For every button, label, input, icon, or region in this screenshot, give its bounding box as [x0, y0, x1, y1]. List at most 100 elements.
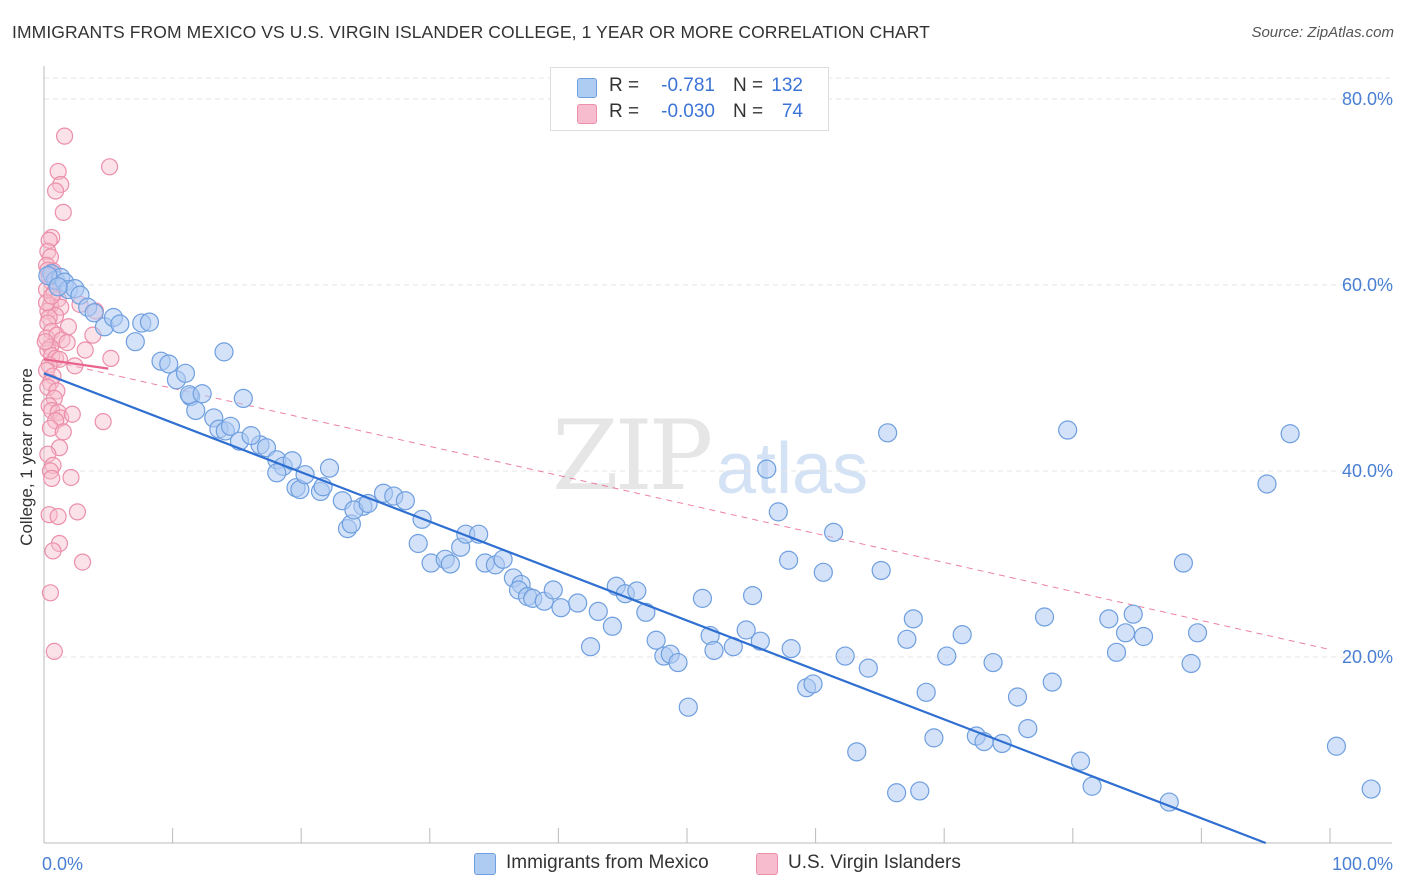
mexico-point — [551, 598, 571, 618]
mexico-point — [757, 459, 777, 479]
virgin-islander-point — [100, 158, 119, 176]
mexico-point — [1133, 626, 1154, 647]
virgin-islander-point — [43, 228, 61, 247]
legend-n-label: N = — [733, 75, 764, 96]
virgin-islander-point — [102, 349, 120, 368]
mexico-point — [750, 631, 770, 651]
legend-r-value: -0.030 — [661, 101, 715, 122]
mexico-point — [835, 646, 855, 666]
virgin-islander-point — [45, 642, 63, 660]
mexico-point — [704, 640, 724, 661]
watermark-zip: ZIP — [552, 400, 713, 512]
mexico-point — [1106, 642, 1127, 662]
mexico-point — [916, 682, 936, 702]
mexico-point — [267, 463, 287, 483]
legend-row-mexico: R = -0.781 N = 132 — [551, 75, 828, 101]
mexico-point — [1018, 718, 1038, 739]
mexico-point — [736, 620, 756, 640]
source-credit: Source: ZipAtlas.com — [1251, 24, 1394, 41]
mexico-point — [636, 602, 656, 622]
virgin-islander-point — [59, 318, 78, 336]
y-tick-label: 20.0% — [1342, 647, 1393, 667]
mexico-point — [937, 646, 957, 666]
legend-r-label: R = — [609, 75, 640, 96]
bottom-legend-label: U.S. Virgin Islanders — [788, 852, 961, 873]
virgin-islander-trend-line — [43, 358, 109, 370]
mexico-point — [1361, 779, 1381, 799]
y-axis-title: College, 1 year or more — [17, 368, 36, 546]
virgin-islander-point — [43, 469, 61, 487]
virgin-islander-point — [40, 308, 58, 327]
virgin-islander-point — [46, 182, 65, 200]
mexico-point — [1123, 604, 1143, 624]
mexico-point — [1115, 623, 1136, 643]
x-tick-label: 100.0% — [1332, 854, 1393, 874]
mexico-point — [858, 658, 878, 678]
mexico-point — [1173, 553, 1193, 573]
mexico-point — [668, 652, 688, 673]
trend-layer — [43, 358, 1267, 845]
legend-swatch-virgin-islanders — [577, 104, 597, 124]
mexico-point — [214, 342, 234, 362]
mexico-point — [910, 781, 930, 801]
virgin-islander-point — [66, 357, 84, 375]
mexico-point — [159, 354, 179, 374]
mexico-point — [580, 637, 601, 657]
mexico-point — [408, 533, 428, 554]
mexico-point — [568, 593, 588, 613]
virgin-islander-point — [63, 405, 81, 423]
mexico-points — [38, 264, 1381, 812]
mexico-point — [803, 674, 823, 694]
virgin-islander-point — [41, 584, 60, 602]
virgin-islander-point — [55, 127, 74, 145]
mexico-point — [543, 580, 563, 600]
bottom-legend-mexico: Immigrants from Mexico — [474, 852, 734, 876]
mexico-point — [588, 601, 608, 622]
legend-n-value: 132 — [771, 75, 803, 96]
mexico-point — [646, 630, 666, 650]
y-tick-label: 60.0% — [1342, 275, 1393, 295]
mexico-point — [768, 502, 788, 522]
watermark-atlas: atlas — [716, 429, 869, 509]
mexico-point — [84, 303, 104, 323]
mexico-point — [110, 314, 130, 334]
chart-title: IMMIGRANTS FROM MEXICO VS U.S. VIRGIN IS… — [12, 22, 930, 42]
mexico-point — [1326, 736, 1347, 756]
mexico-point — [1082, 776, 1102, 796]
mexico-point — [139, 312, 160, 332]
virgin-islander-point — [49, 507, 67, 526]
mexico-point — [824, 522, 844, 542]
tick-label-layer: 20.0% 40.0% 60.0% 80.0% 0.0% 100.0% College, 1… — [17, 89, 1393, 874]
legend-n-value: 74 — [781, 101, 803, 122]
mexico-point — [48, 277, 68, 297]
mexico-point — [602, 616, 623, 636]
mexico-point — [692, 588, 713, 608]
mexico-point — [1280, 424, 1300, 444]
mexico-point — [1042, 672, 1062, 692]
mexico-point — [1058, 420, 1078, 440]
mexico-point — [440, 554, 460, 574]
virgin-islander-point — [94, 413, 112, 431]
mexico-point — [627, 581, 647, 601]
correlation-legend: R = -0.781 N = 132 R = -0.030 N = 74 — [550, 67, 829, 131]
legend-n-label: N = — [733, 101, 764, 122]
mexico-point — [1181, 653, 1201, 674]
bottom-legend-virgin-islanders: U.S. Virgin Islanders — [756, 852, 996, 876]
virgin-islander-point — [54, 203, 72, 221]
mexico-point — [887, 783, 907, 803]
y-tick-label: 80.0% — [1342, 89, 1393, 109]
mexico-point — [1007, 687, 1028, 707]
mexico-point — [175, 363, 196, 383]
mexico-point — [952, 625, 972, 645]
virgin-islander-point — [76, 341, 94, 359]
virgin-islander-point — [39, 445, 57, 463]
mexico-point — [903, 609, 923, 629]
legend-row-virgin-islanders: R = -0.030 N = 74 — [551, 101, 828, 127]
mexico-point — [778, 550, 799, 570]
legend-r-value: -0.781 — [661, 75, 715, 96]
bottom-legend-swatch-mexico — [474, 853, 496, 875]
virgin-islander-point — [58, 333, 76, 352]
mexico-point — [983, 652, 1003, 673]
mexico-point — [241, 426, 261, 446]
legend-swatch-mexico — [577, 78, 597, 98]
